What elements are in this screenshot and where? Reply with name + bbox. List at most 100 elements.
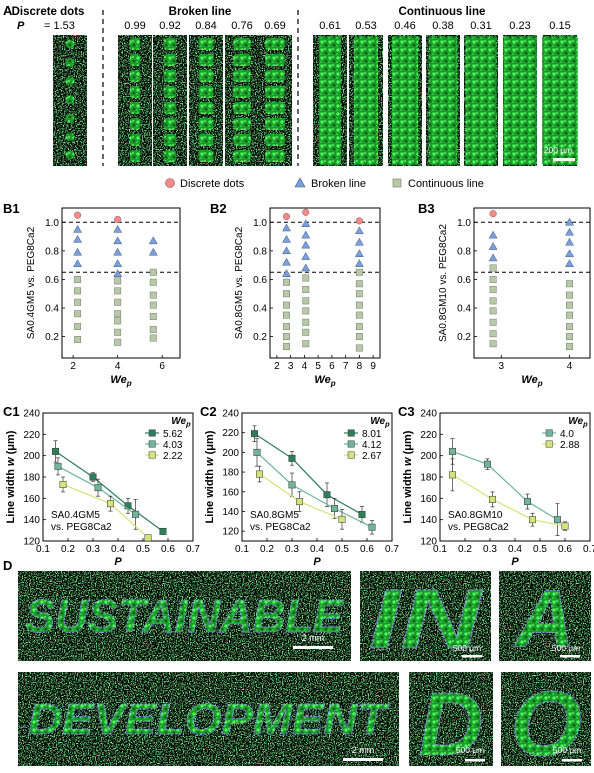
square-point bbox=[114, 277, 122, 285]
square-point bbox=[489, 297, 497, 305]
x-tick-label: 0.6 bbox=[360, 544, 374, 555]
series-point bbox=[524, 498, 531, 505]
p-value-label: = 1.53 bbox=[44, 20, 75, 32]
legend-label: 5.62 bbox=[163, 429, 183, 440]
micrograph-sustainable: SUSTAINABLE 2 mm bbox=[18, 571, 351, 661]
y-tick-label: 200 bbox=[23, 451, 40, 462]
micrograph-d: D 500 μm bbox=[409, 672, 493, 773]
square-point bbox=[355, 290, 363, 298]
printed-segment bbox=[198, 150, 214, 162]
printed-segment bbox=[129, 118, 141, 130]
printed-dot bbox=[65, 95, 75, 104]
p-value-label: 0.23 bbox=[509, 20, 530, 32]
square-point bbox=[489, 330, 497, 338]
triangle-point bbox=[73, 259, 83, 267]
legend-marker bbox=[148, 429, 156, 437]
p-value-label: 0.69 bbox=[264, 20, 285, 32]
micrograph-strip bbox=[388, 35, 422, 166]
y-axis-label: Line width w (μm) bbox=[204, 430, 216, 523]
y-tick-label: 0.6 bbox=[457, 275, 471, 286]
panel-d: D SUSTAINABLE 2 mm IN 500 μm A 500 μm bbox=[3, 558, 591, 773]
chart-c3: 0.1 0.2 0.3 0.4 0.5 0.6 0.7 120 140 160 180 200 220 2… bbox=[398, 404, 594, 568]
chart-note: SA0.4GM5 bbox=[51, 510, 100, 521]
x-tick-label: 3 bbox=[288, 361, 294, 372]
x-tick-label: 9 bbox=[370, 361, 376, 372]
legend-marker bbox=[347, 429, 355, 437]
panel-a-letter: A bbox=[3, 3, 13, 18]
square-point bbox=[283, 311, 290, 319]
y-axis-label: SA0.8GM5 vs. PEG8Ca2 bbox=[234, 226, 245, 339]
square-point bbox=[355, 333, 363, 341]
square-point bbox=[114, 298, 122, 306]
micrograph-strip bbox=[53, 35, 87, 166]
x-tick-label: 0.7 bbox=[583, 544, 594, 555]
dot-point bbox=[114, 215, 122, 223]
triangle-point bbox=[73, 247, 83, 256]
square-point bbox=[355, 301, 363, 309]
series-point bbox=[52, 447, 59, 455]
chart-note: SA0.8GM5 bbox=[250, 510, 299, 521]
square-point bbox=[489, 264, 497, 272]
scale-bar-d6 bbox=[562, 759, 582, 762]
panel-letter: B3 bbox=[418, 201, 435, 216]
p-value-label: 0.15 bbox=[549, 20, 570, 32]
plot-frame bbox=[269, 207, 381, 359]
series-point bbox=[296, 498, 303, 506]
series-point bbox=[94, 484, 102, 492]
panel-letter: B1 bbox=[3, 201, 20, 216]
x-axis-label: Wep bbox=[314, 374, 335, 388]
printed-line bbox=[465, 36, 497, 165]
printed-segment bbox=[265, 86, 285, 98]
x-axis-label: Wep bbox=[110, 374, 131, 388]
printed-segment bbox=[129, 38, 141, 50]
y-tick-label: 0.8 bbox=[253, 246, 267, 257]
micrograph-strip bbox=[258, 35, 292, 166]
y-tick-label: 160 bbox=[23, 494, 40, 505]
y-tick-label: 0.4 bbox=[45, 304, 59, 315]
printed-segment bbox=[198, 118, 214, 130]
triangle-point bbox=[113, 259, 123, 267]
triangle-point bbox=[73, 234, 83, 243]
square-point bbox=[566, 343, 573, 351]
y-tick-label: 160 bbox=[222, 487, 239, 498]
y-tick-label: 1.0 bbox=[253, 218, 267, 229]
p-value-label: 0.46 bbox=[394, 20, 415, 32]
square-point bbox=[114, 317, 122, 325]
legend-marker bbox=[148, 451, 156, 459]
micrograph-strip bbox=[426, 35, 460, 166]
printed-segment bbox=[233, 54, 251, 66]
y-axis-label: SA0.4GM5 vs. PEG8Ca2 bbox=[26, 226, 37, 339]
series-point bbox=[561, 522, 569, 530]
triangle-point bbox=[354, 249, 364, 257]
y-tick-label: 220 bbox=[23, 430, 40, 441]
printed-segment bbox=[265, 118, 285, 130]
printed-dot bbox=[65, 113, 75, 123]
y-tick-label: 0.6 bbox=[253, 275, 267, 286]
y-tick-label: 1.0 bbox=[45, 218, 59, 229]
triangle-point bbox=[282, 223, 291, 232]
series-point bbox=[288, 481, 296, 489]
x-tick-label: 0.2 bbox=[458, 544, 472, 555]
x-axis-label: P bbox=[313, 556, 321, 568]
y-tick-label: 0.6 bbox=[45, 275, 59, 286]
y-tick-label: 240 bbox=[420, 409, 437, 420]
micrograph-strip bbox=[153, 35, 187, 166]
x-tick-label: 5 bbox=[315, 361, 321, 372]
panel-letter: C1 bbox=[3, 404, 20, 419]
square-point bbox=[566, 311, 573, 319]
legend-label: 4.0 bbox=[560, 429, 574, 440]
triangle-point bbox=[301, 240, 311, 249]
square-point bbox=[114, 287, 122, 295]
y-tick-label: 0.4 bbox=[457, 304, 471, 315]
heading-continuous: Continuous line bbox=[399, 6, 486, 18]
chart-note: SA0.8GM10 bbox=[448, 510, 503, 521]
series-point bbox=[554, 516, 561, 524]
plot-frame bbox=[61, 207, 181, 359]
printed-segment bbox=[163, 54, 177, 66]
legend-label: 2.88 bbox=[560, 440, 580, 451]
shape-legend: Discrete dots Broken line Continuous lin… bbox=[165, 177, 484, 190]
chart-note: vs. PEG8Ca2 bbox=[250, 522, 311, 533]
scale-label-d2: 500 μm bbox=[453, 643, 482, 653]
chart-b2: 2 3 4 5 6 7 8 9 0.2 0.4 0.6 0.8 1.0 B2 SA0.8GM5 vs. PE… bbox=[210, 201, 381, 388]
triangle-point bbox=[148, 236, 158, 245]
